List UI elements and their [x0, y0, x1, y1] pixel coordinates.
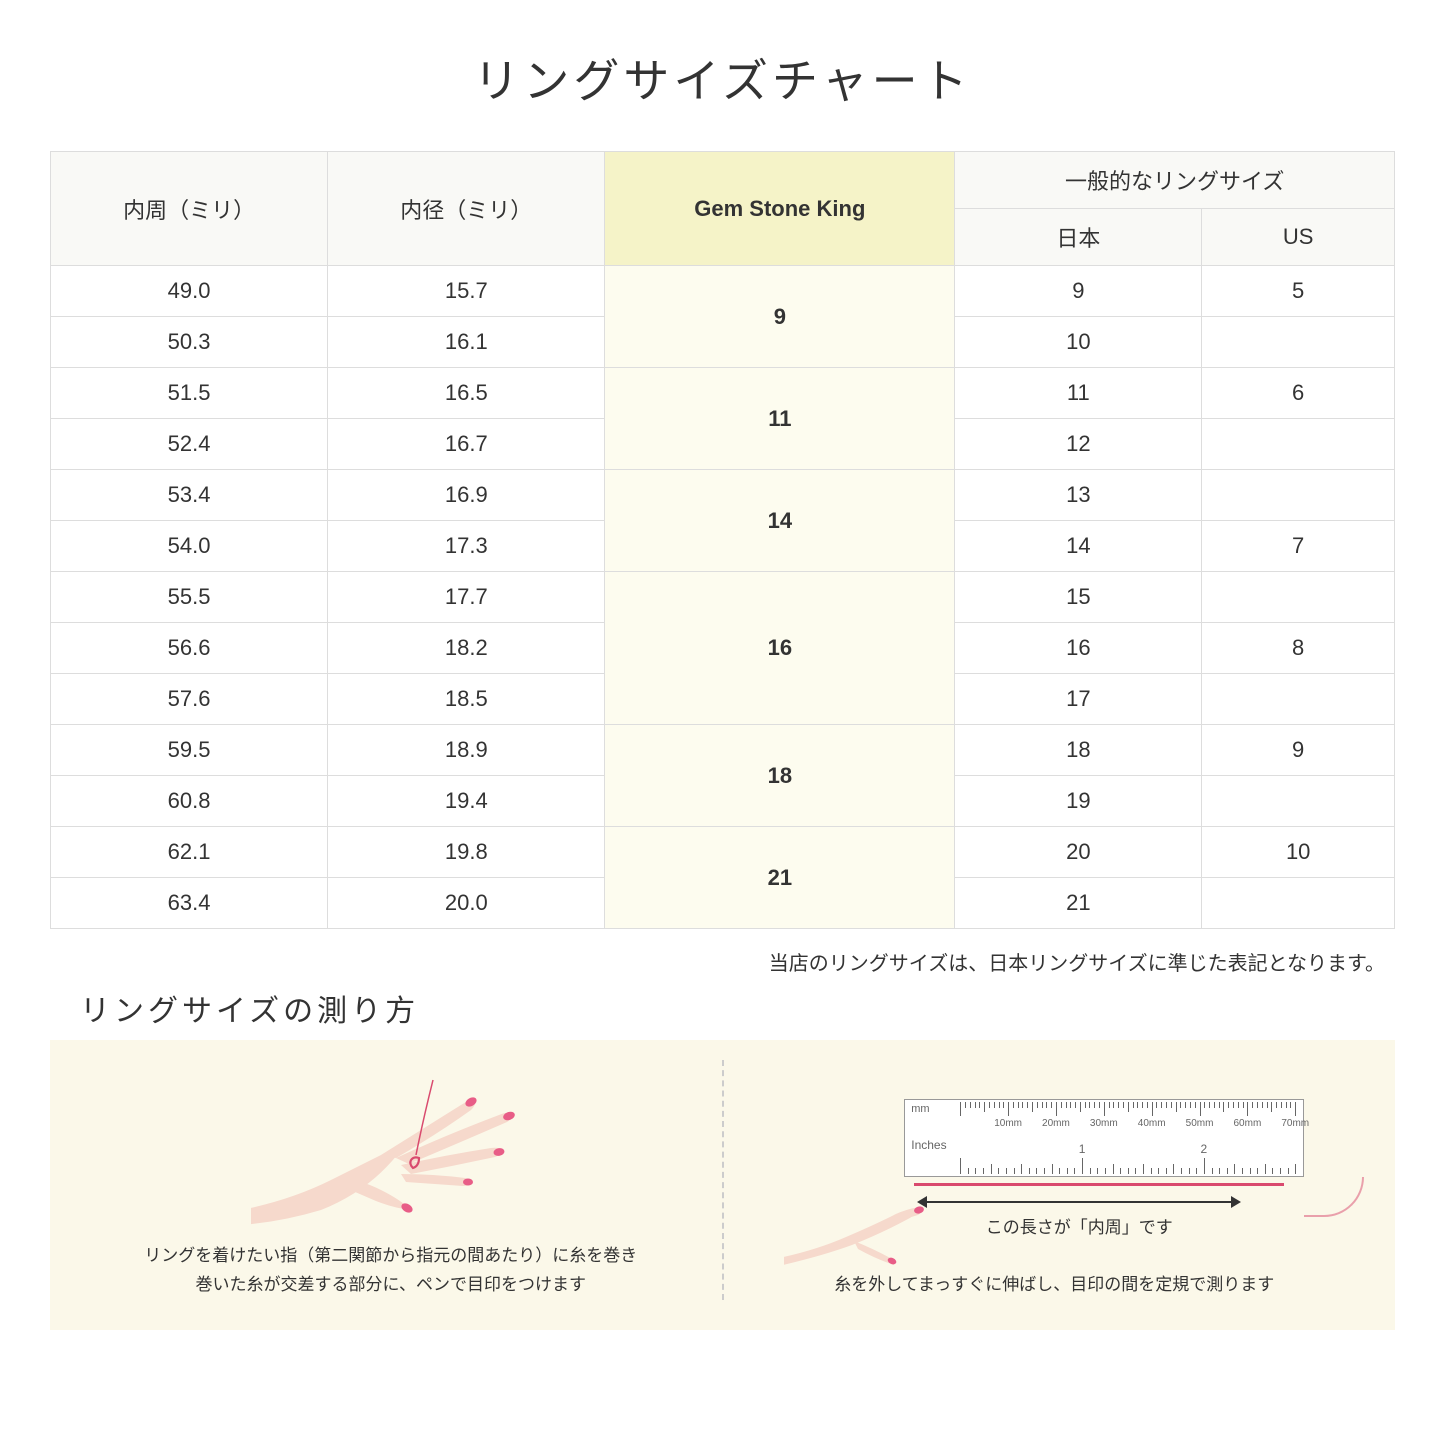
cell-diameter: 15.7	[328, 266, 605, 317]
cell-diameter: 18.9	[328, 725, 605, 776]
small-hand-icon	[784, 1159, 934, 1269]
cell-japan: 9	[955, 266, 1202, 317]
thread-line	[914, 1183, 1284, 1186]
instructions-divider	[722, 1060, 724, 1300]
arrow-label: この長さが「内周」です	[919, 1213, 1239, 1238]
cell-us: 6	[1202, 368, 1395, 419]
cell-us	[1202, 878, 1395, 929]
cell-us	[1202, 470, 1395, 521]
cell-circumference: 50.3	[51, 317, 328, 368]
cell-diameter: 18.5	[328, 674, 605, 725]
cell-diameter: 17.3	[328, 521, 605, 572]
ruler-mm-tick: 30mm	[1090, 1118, 1118, 1129]
header-circumference: 内周（ミリ）	[51, 152, 328, 266]
cell-circumference: 63.4	[51, 878, 328, 929]
instruction-right-text: 糸を外してまっすぐに伸ばし、目印の間を定規で測ります	[834, 1271, 1274, 1300]
cell-circumference: 52.4	[51, 419, 328, 470]
cell-japan: 18	[955, 725, 1202, 776]
cell-us	[1202, 674, 1395, 725]
cell-japan: 13	[955, 470, 1202, 521]
cell-circumference: 62.1	[51, 827, 328, 878]
cell-gsk: 9	[605, 266, 955, 368]
cell-diameter: 18.2	[328, 623, 605, 674]
ruler-mm-tick: 10mm	[994, 1118, 1022, 1129]
ruler-mm-tick: 70mm	[1281, 1118, 1309, 1129]
instructions-left: リングを着けたい指（第二関節から指元の間あたり）に糸を巻き 巻いた糸が交差する部…	[80, 1060, 702, 1300]
cell-us: 10	[1202, 827, 1395, 878]
header-gsk: Gem Stone King	[605, 152, 955, 266]
instructions-panel: リングを着けたい指（第二関節から指元の間あたり）に糸を巻き 巻いた糸が交差する部…	[50, 1040, 1395, 1330]
cell-circumference: 53.4	[51, 470, 328, 521]
instruction-left-text: リングを着けたい指（第二関節から指元の間あたり）に糸を巻き 巻いた糸が交差する部…	[144, 1242, 637, 1300]
cell-japan: 10	[955, 317, 1202, 368]
cell-gsk: 16	[605, 572, 955, 725]
cell-us	[1202, 317, 1395, 368]
ruler-mm-tick: 20mm	[1042, 1118, 1070, 1129]
cell-japan: 20	[955, 827, 1202, 878]
table-row: 62.119.8212010	[51, 827, 1395, 878]
measure-title: リングサイズの測り方	[80, 986, 1395, 1030]
ruler-mm-label: mm	[911, 1103, 929, 1115]
measurement-arrow	[919, 1201, 1239, 1203]
cell-japan: 19	[955, 776, 1202, 827]
cell-us: 8	[1202, 623, 1395, 674]
table-row: 59.518.918189	[51, 725, 1395, 776]
ruler-mm-tick: 40mm	[1138, 1118, 1166, 1129]
table-row: 49.015.7995	[51, 266, 1395, 317]
thread-loop	[1304, 1177, 1364, 1217]
cell-diameter: 16.5	[328, 368, 605, 419]
cell-gsk: 11	[605, 368, 955, 470]
cell-diameter: 16.7	[328, 419, 605, 470]
cell-us	[1202, 776, 1395, 827]
cell-us	[1202, 419, 1395, 470]
page-title: リングサイズチャート	[50, 45, 1395, 111]
cell-circumference: 51.5	[51, 368, 328, 419]
header-us: US	[1202, 209, 1395, 266]
cell-japan: 17	[955, 674, 1202, 725]
cell-circumference: 55.5	[51, 572, 328, 623]
cell-circumference: 56.6	[51, 623, 328, 674]
ruler-inch-tick: 1	[1079, 1142, 1086, 1156]
cell-japan: 11	[955, 368, 1202, 419]
hand-illustration	[251, 1060, 531, 1230]
ruler-illustration: mm Inches 10mm 20mm 30mm 40mm 50mm 60mm 70mm 1…	[794, 1099, 1314, 1259]
ruler-inches-label: Inches	[911, 1138, 946, 1152]
header-diameter: 内径（ミリ）	[328, 152, 605, 266]
table-note: 当店のリングサイズは、日本リングサイズに準じた表記となります。	[50, 947, 1385, 976]
header-common-size: 一般的なリングサイズ	[955, 152, 1395, 209]
cell-us: 7	[1202, 521, 1395, 572]
size-chart-table: 内周（ミリ） 内径（ミリ） Gem Stone King 一般的なリングサイズ …	[50, 151, 1395, 929]
cell-gsk: 21	[605, 827, 955, 929]
instructions-right: mm Inches 10mm 20mm 30mm 40mm 50mm 60mm 70mm 1…	[744, 1060, 1366, 1300]
cell-japan: 21	[955, 878, 1202, 929]
cell-diameter: 19.4	[328, 776, 605, 827]
cell-japan: 12	[955, 419, 1202, 470]
cell-us	[1202, 572, 1395, 623]
cell-us: 5	[1202, 266, 1395, 317]
header-japan: 日本	[955, 209, 1202, 266]
cell-gsk: 14	[605, 470, 955, 572]
table-row: 51.516.511116	[51, 368, 1395, 419]
cell-japan: 16	[955, 623, 1202, 674]
cell-japan: 15	[955, 572, 1202, 623]
cell-circumference: 57.6	[51, 674, 328, 725]
cell-diameter: 16.1	[328, 317, 605, 368]
cell-us: 9	[1202, 725, 1395, 776]
cell-circumference: 60.8	[51, 776, 328, 827]
ruler-mm-tick: 60mm	[1233, 1118, 1261, 1129]
ruler-mm-tick: 50mm	[1186, 1118, 1214, 1129]
table-row: 55.517.71615	[51, 572, 1395, 623]
cell-diameter: 19.8	[328, 827, 605, 878]
cell-diameter: 17.7	[328, 572, 605, 623]
cell-circumference: 49.0	[51, 266, 328, 317]
table-row: 53.416.91413	[51, 470, 1395, 521]
cell-circumference: 59.5	[51, 725, 328, 776]
cell-circumference: 54.0	[51, 521, 328, 572]
ruler-icon: mm Inches 10mm20mm30mm40mm50mm60mm70mm 1…	[904, 1099, 1304, 1177]
cell-diameter: 20.0	[328, 878, 605, 929]
cell-gsk: 18	[605, 725, 955, 827]
cell-japan: 14	[955, 521, 1202, 572]
ruler-inch-tick: 2	[1201, 1142, 1208, 1156]
cell-diameter: 16.9	[328, 470, 605, 521]
